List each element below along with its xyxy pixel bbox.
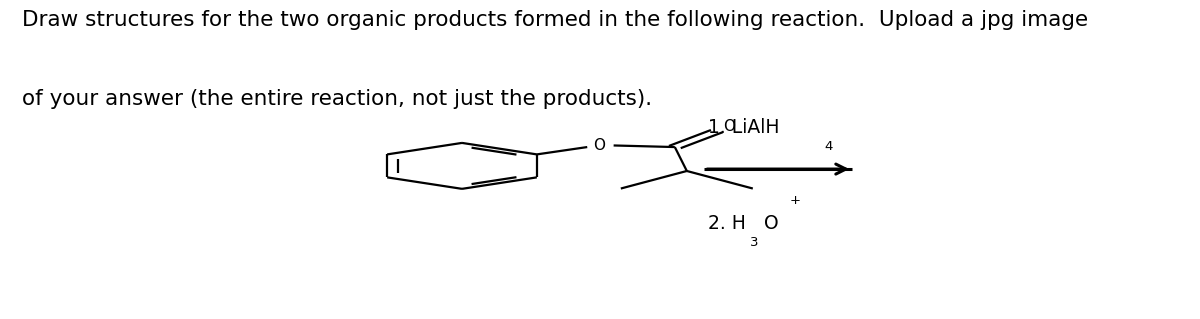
Text: O: O (722, 119, 734, 135)
Text: 4: 4 (824, 140, 833, 153)
Text: O: O (593, 138, 605, 153)
Text: of your answer (the entire reaction, not just the products).: of your answer (the entire reaction, not… (22, 89, 652, 109)
Text: O: O (764, 214, 779, 233)
Text: +: + (790, 195, 800, 207)
Text: Draw structures for the two organic products formed in the following reaction.  : Draw structures for the two organic prod… (22, 10, 1087, 30)
Text: 1. LiAlH: 1. LiAlH (708, 118, 780, 137)
Text: 3: 3 (750, 236, 758, 249)
Text: 2. H: 2. H (708, 214, 746, 233)
